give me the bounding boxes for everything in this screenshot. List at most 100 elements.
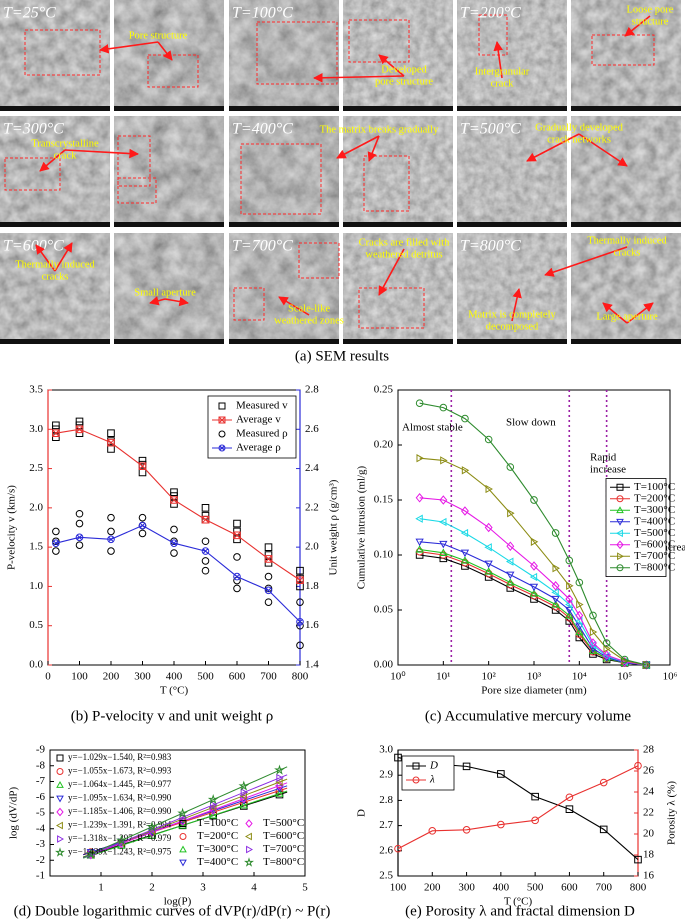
- y-tick-label: 0.05: [374, 604, 394, 616]
- sem-annotation: structure: [632, 16, 669, 27]
- y-tick-label: -1: [36, 870, 45, 882]
- x-tick-label: 500: [197, 671, 214, 683]
- panel-caption: (c) Accumulative mercury volume: [425, 708, 632, 724]
- data-point: [530, 537, 539, 546]
- sem-temperature: T=25°C: [3, 5, 56, 22]
- data-point: [201, 547, 210, 555]
- data-point: [52, 527, 60, 536]
- x-tick-label: 500: [527, 882, 544, 894]
- y-tick-label: 3.0: [379, 744, 393, 756]
- arrow: [278, 296, 310, 316]
- data-point: [415, 538, 424, 547]
- data-point: [138, 521, 147, 530]
- sem-panel: T=400°C The matrix breaks gradually: [229, 116, 453, 227]
- legend-label: T=200°C: [197, 830, 238, 842]
- data-point: [75, 533, 84, 542]
- data-point: [575, 627, 584, 636]
- legend-marker: [616, 540, 624, 550]
- equation-marker: [57, 835, 65, 843]
- data-point: [552, 564, 560, 573]
- dashed-box: [256, 21, 338, 85]
- y-tick-label: 1.5: [29, 541, 43, 553]
- equation-marker: [55, 847, 65, 857]
- dashed-box: [358, 287, 425, 329]
- sem-image: [571, 116, 681, 227]
- sem-annotation: Loose pore: [627, 4, 674, 15]
- legend-label: T=500°C: [634, 527, 675, 539]
- sem-annotation: crack: [491, 78, 514, 89]
- y2-tick-label: 1.4: [305, 659, 319, 671]
- sem-image: [0, 233, 110, 344]
- data-point: [551, 595, 560, 604]
- data-point: [415, 493, 424, 503]
- sem-scale-bar: [571, 339, 681, 344]
- legend-label: Measured ρ: [236, 428, 288, 440]
- x-tick-label: 600: [561, 882, 578, 894]
- y-axis-title: D: [356, 809, 368, 817]
- equation-marker: [56, 754, 64, 762]
- y-tick-label: -4: [36, 822, 46, 834]
- data-point: [589, 611, 597, 620]
- data-point: [551, 529, 560, 537]
- y-tick-label: -3: [36, 838, 46, 850]
- x-tick-label: 0: [45, 671, 51, 683]
- legend-marker: [616, 483, 624, 491]
- data-point: [296, 641, 304, 650]
- x-tick-label: 10⁰: [390, 671, 406, 683]
- arrow: [511, 288, 522, 322]
- legend-marker: [412, 776, 420, 784]
- sem-scale-bar: [571, 106, 681, 111]
- sem-scale-bar: [457, 339, 567, 344]
- data-point: [589, 627, 598, 637]
- y-axis-title: log (dV/dP): [8, 787, 20, 840]
- data-point: [201, 537, 210, 545]
- data-point: [506, 463, 515, 471]
- data-point: [589, 648, 597, 656]
- dashed-box: [240, 143, 322, 215]
- fit-equation: y=−1.185x−1.406, R²=0.990: [68, 806, 172, 816]
- legend-marker: [245, 819, 253, 828]
- arrow: [378, 54, 405, 77]
- sem-scale-bar: [343, 106, 453, 111]
- y-tick-label: 2.5: [379, 870, 393, 882]
- sem-scale-bar: [229, 339, 339, 344]
- data-point: [551, 600, 560, 608]
- sem-panel: T=25°C Pore structure: [0, 0, 224, 111]
- sem-scale-bar: [229, 106, 339, 111]
- legend-marker: [616, 506, 624, 514]
- arrow: [149, 296, 166, 306]
- data-point: [201, 557, 210, 565]
- data-point: [264, 572, 273, 581]
- y-tick-label: 3.5: [29, 384, 43, 396]
- arrow: [367, 135, 380, 162]
- legend-marker: [218, 430, 226, 438]
- data-point: [576, 600, 584, 609]
- y-tick-label: 0.5: [29, 619, 43, 631]
- sem-image: [229, 0, 339, 111]
- y-axis-title: Cumulative intrusion (ml/g): [356, 465, 368, 589]
- sem-temperature: T=400°C: [232, 121, 293, 138]
- fit-equation: y=−1.029x−1.540, R²=0.983: [68, 752, 172, 762]
- legend-label: T=400°C: [197, 856, 238, 868]
- data-point: [565, 556, 574, 565]
- sem-temperature: T=100°C: [232, 5, 293, 22]
- data-point: [52, 547, 60, 555]
- sem-annotation: The matrix breaks gradually: [320, 124, 439, 135]
- sem-annotation: weathered zones: [274, 315, 344, 326]
- data-point: [233, 553, 241, 561]
- legend-label: T=800°C: [263, 856, 304, 868]
- arrow: [64, 148, 139, 159]
- data-point: [264, 586, 273, 595]
- sem-scale-bar: [0, 222, 110, 227]
- y-tick-label: -9: [36, 744, 46, 756]
- sem-temperature: T=200°C: [460, 5, 521, 22]
- data-point: [634, 762, 642, 770]
- data-point: [107, 429, 115, 438]
- chart-annotation: increase: [590, 464, 626, 476]
- sem-annotation: Gradually developed: [535, 122, 624, 133]
- x-tick-label: 200: [103, 671, 120, 683]
